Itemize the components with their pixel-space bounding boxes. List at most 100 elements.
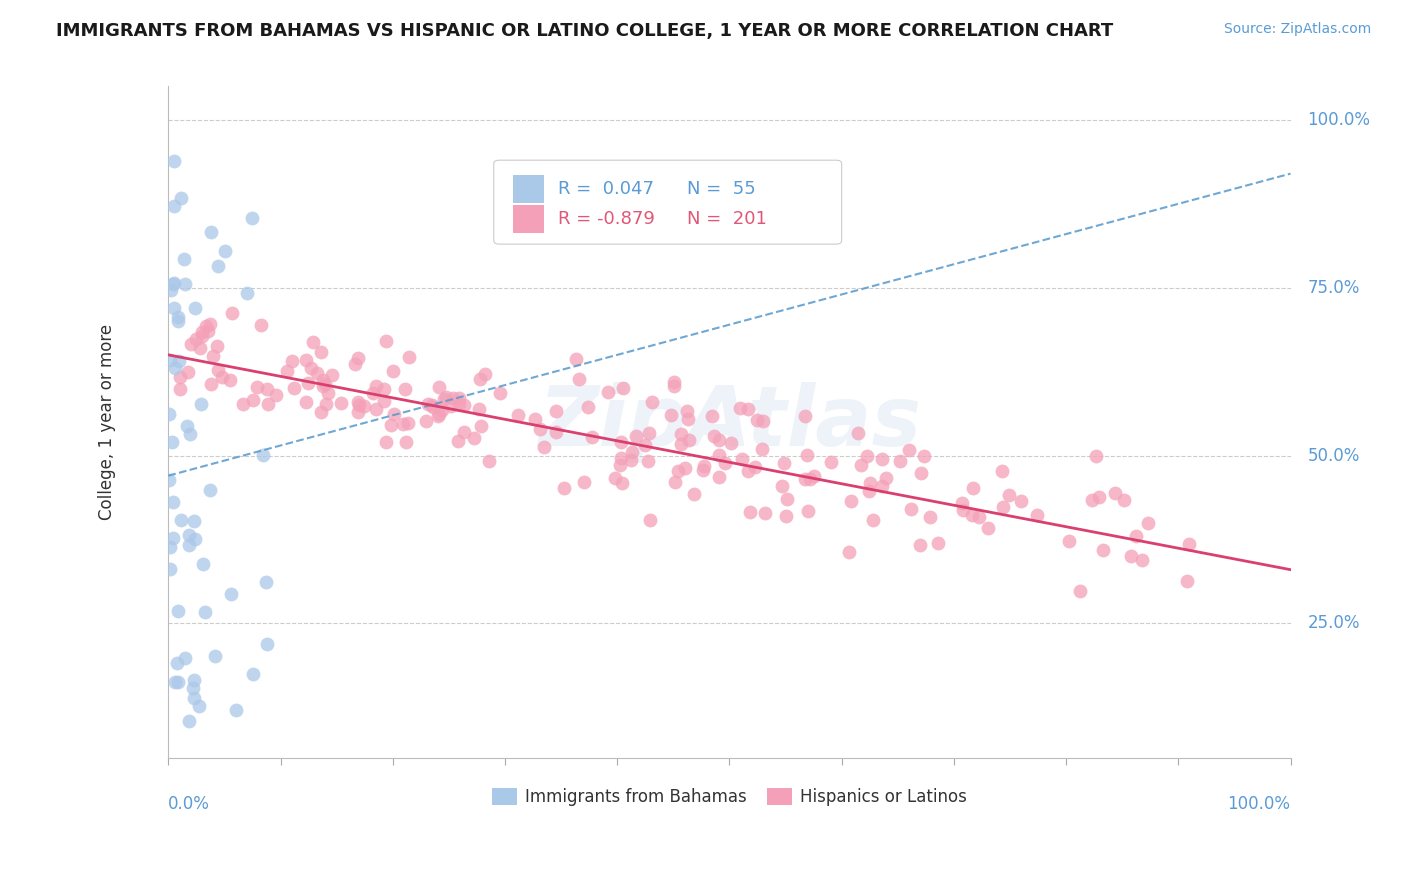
Point [415,414,437,428]
Point [160,283,183,297]
Point [474,367,496,381]
Point [167,354,190,368]
Point [176,418,198,433]
Point [299,360,322,375]
Point [242,393,264,408]
Point [160,435,183,450]
Point [700,409,723,424]
Point [640,395,662,409]
Point [468,371,491,385]
Point [524,412,547,426]
Point [889,454,911,468]
Point [167,310,190,325]
Point [177,528,200,542]
Point [163,153,186,168]
Point [1092,542,1115,557]
Point [373,394,395,409]
Point [329,396,352,410]
Point [200,377,222,392]
Text: IMMIGRANTS FROM BAHAMAS VS HISPANIC OR LATINO COLLEGE, 1 YEAR OR MORE CORRELATIO: IMMIGRANTS FROM BAHAMAS VS HISPANIC OR L… [56,22,1114,40]
Point [793,409,815,423]
Point [162,301,184,315]
Point [745,413,768,427]
Point [183,532,205,546]
Point [163,361,186,376]
Point [565,351,588,366]
Point [772,456,794,470]
Point [311,373,333,387]
Point [187,699,209,714]
Point [751,442,773,456]
Point [797,504,820,518]
Point [163,199,186,213]
Point [246,380,269,394]
Point [624,429,647,443]
Point [683,487,706,501]
Point [183,673,205,688]
Point [318,385,340,400]
Point [912,449,935,463]
Point [678,433,700,447]
Point [443,391,465,405]
Point [194,605,217,619]
Point [361,386,384,401]
Point [676,403,699,417]
Point [659,408,682,422]
Point [576,400,599,414]
Point [430,402,453,417]
Point [207,363,229,377]
Point [692,463,714,477]
Point [838,544,860,558]
Point [731,452,754,467]
Point [728,401,751,416]
Point [281,354,304,368]
Point [673,461,696,475]
Point [467,401,489,416]
Point [183,514,205,528]
Text: N =  201: N = 201 [686,210,766,227]
Text: 50.0%: 50.0% [1308,447,1360,465]
Point [162,532,184,546]
Text: College, 1 year or more: College, 1 year or more [97,324,115,520]
Point [796,448,818,462]
Point [610,451,633,466]
Point [347,404,370,418]
Point [1125,529,1147,543]
Point [252,448,274,462]
Point [488,386,510,401]
Point [433,392,456,406]
Point [605,471,627,485]
Point [676,412,699,426]
Point [434,390,457,404]
Point [544,425,567,439]
Point [447,391,470,405]
Point [157,408,180,422]
Point [183,691,205,706]
Point [315,397,337,411]
Point [344,357,367,371]
Point [720,436,742,450]
Text: R =  0.047: R = 0.047 [558,180,654,198]
Point [167,314,190,328]
Point [321,368,343,383]
Point [707,433,730,447]
Point [620,445,643,459]
Point [609,458,631,472]
Point [572,475,595,490]
Point [309,344,332,359]
Point [188,341,211,355]
Point [478,454,501,468]
Point [692,458,714,473]
Point [314,377,336,392]
Point [257,397,280,411]
Point [264,388,287,402]
Point [184,301,207,315]
Point [179,426,201,441]
Point [770,479,793,493]
Point [373,382,395,396]
Text: R = -0.879: R = -0.879 [558,210,655,227]
Point [309,405,332,419]
Point [179,714,201,728]
Point [738,505,761,519]
Point [225,702,247,716]
